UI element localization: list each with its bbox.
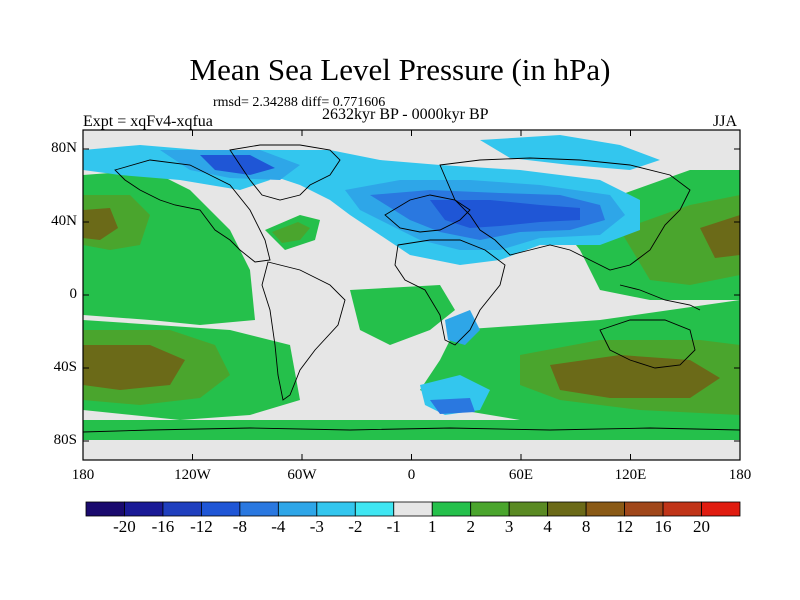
colorbar-swatch [470,501,510,517]
colorbar-label: -20 [113,517,136,536]
colorbar [85,501,741,517]
colorbar-label: 8 [581,517,591,536]
season-label: JJA [713,113,738,130]
y-tick-label: 40S [53,359,77,375]
colorbar-swatch [508,501,549,517]
y-tick-label: 40N [51,213,77,229]
colorbar-label: -12 [190,517,213,536]
x-tick-label: 180 [728,467,752,483]
colorbar-swatch [585,501,625,517]
colorbar-label: -4 [271,517,286,536]
colorbar-label: -16 [151,517,175,536]
colorbar-swatch [316,501,356,517]
colorbar-swatch [547,501,587,517]
colorbar-label: 4 [543,517,552,536]
colorbar-label: -3 [309,517,324,536]
colorbar-swatch [239,501,279,517]
colorbar-label: 20 [693,517,711,536]
x-tick-label: 60E [508,467,534,483]
colorbar-label: -2 [348,517,363,536]
colorbar-swatch [201,501,241,517]
colorbar-label: -8 [232,517,247,536]
colorbar-swatch [662,501,702,517]
stats-readout: rmsd= 2.34288 diff= 0.771606 [213,95,386,110]
map-title: Mean Sea Level Pressure (in hPa) [189,52,611,87]
coastlines [83,144,740,433]
colorbar-swatch [354,501,395,517]
axis-ticks [82,130,741,460]
y-tick-label: 80S [53,432,77,448]
colorbar-swatch [624,501,664,517]
period-label: 2632kyr BP - 0000kyr BP [322,106,489,123]
colorbar-swatch [431,501,472,517]
colorbar-label: 1 [427,517,437,536]
colorbar-swatch [277,501,318,517]
x-tick-label: 60W [287,467,317,483]
colorbar-swatch [701,501,741,517]
pressure-field [83,130,740,460]
colorbar-label: -1 [386,517,401,536]
colorbar-swatch [124,501,164,517]
y-tick-label: 80N [51,140,77,156]
x-tick-label: 120E [614,467,647,483]
colorbar-swatch [162,501,202,517]
colorbar-label: 12 [616,517,634,536]
x-tick-label: 180 [71,467,95,483]
y-tick-label: 0 [69,286,78,302]
colorbar-label: 16 [654,517,672,536]
experiment-label: Expt = xqFv4-xqfua [83,113,213,130]
x-tick-label: 0 [407,467,416,483]
colorbar-label: 3 [504,517,514,536]
colorbar-swatch [393,501,433,517]
colorbar-label: 2 [466,517,475,536]
x-tick-label: 120W [174,467,211,483]
colorbar-swatch [85,501,125,517]
